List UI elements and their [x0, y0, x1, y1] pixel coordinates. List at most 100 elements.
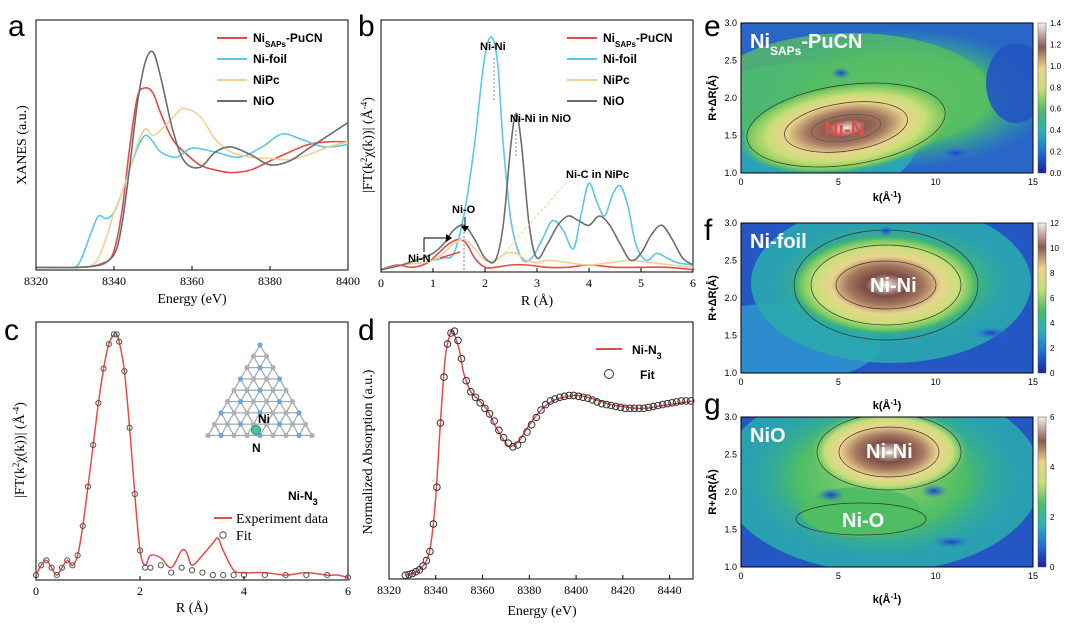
- panel-d: d 8320 8340 8360 8380 8400 8420 8440 Energy (e…: [358, 314, 695, 619]
- panel-c-fit-point: [168, 569, 175, 576]
- molecule-n-atom: [276, 398, 283, 405]
- panel-a-legend-label-ni-saps-pucn: NiSAPs-PuCN: [253, 31, 323, 49]
- annotation-ni-n-red-arrow: [439, 251, 461, 259]
- panel-c-fit-point: [209, 572, 216, 579]
- molecule-n-atom: [276, 421, 283, 427]
- panel-d-fit-point: [546, 397, 555, 405]
- panel-d-fit-point: [467, 388, 475, 396]
- panel-c-fit-point: [38, 562, 45, 569]
- panel-g: g NiO Ni-Ni Ni-O 0 5 10 15 1.0 1.5 2.0 2.5 3.0 k…: [704, 388, 1055, 607]
- panel-c-fit-point: [48, 564, 55, 571]
- molecule-c-atom: [250, 353, 257, 359]
- panel-g-title: NiO: [750, 425, 786, 447]
- panel-f-colorbar-tick-label: 12: [1050, 219, 1059, 228]
- legend-label-ni-n3: Ni-N3: [632, 343, 662, 361]
- panel-f-xtick-label: 15: [1028, 377, 1038, 387]
- panel-d-fit-point: [574, 392, 583, 401]
- molecule-c-atom: [205, 432, 211, 439]
- panel-a-legend-label-nipc: NiPc: [253, 73, 280, 87]
- panel-f-colorbar-tick-label: 0: [1050, 369, 1055, 378]
- panel-g-ticks: 0 5 10 15 1.0 1.5 2.0 2.5 3.0: [724, 412, 1038, 581]
- panel-b-legend-label-ni-saps-pucn: NiSAPs-PuCN: [603, 31, 673, 49]
- panel-c-fit-point: [220, 572, 227, 579]
- annotation-ni-ni-in-nio: Ni-Ni in NiO: [510, 113, 572, 125]
- panel-c-fit-point: [90, 441, 97, 448]
- annotation-ni-c-in-nipc: Ni-C in NiPc: [566, 169, 629, 181]
- panel-e-title: NiSAPs-PuCN: [750, 31, 862, 58]
- panel-c-lines: [32, 331, 352, 581]
- wavelet-map-f: [741, 223, 1033, 373]
- annotation-ni-n: Ni-N: [408, 253, 431, 265]
- panel-g-ytick-label: 1.5: [724, 525, 737, 535]
- panel-d-fit-point: [654, 401, 662, 410]
- molecular-structure-inset: [205, 342, 315, 439]
- panel-g-xlabel: k(Å-1): [873, 592, 902, 607]
- panel-d-fit-point: [593, 398, 601, 406]
- panel-d-fit-point: [598, 399, 606, 408]
- panel-d-fit-point: [504, 439, 513, 448]
- panel-e: e NiSAPs-PuCN Ni-N 0 5 10 15 1.0 1.5 2.0 2.5 3.0…: [704, 10, 1062, 204]
- panel-g-colorbar-tick-label: 4: [1050, 463, 1055, 472]
- molecule-n-atom: [257, 410, 263, 416]
- panel-d-xtick-label: 8420: [611, 583, 635, 597]
- panel-g-colorbar: [1037, 416, 1047, 568]
- panel-g-second-label: Ni-O: [842, 510, 884, 532]
- panel-c-xlabel: R (Å): [176, 600, 209, 616]
- panel-c-fit-point: [69, 562, 76, 569]
- panel-b-xlabel: R (Å): [521, 293, 554, 309]
- panel-d-fit-point: [419, 562, 427, 570]
- molecule-c-atom: [263, 353, 270, 359]
- panel-c-fit-point: [303, 572, 310, 579]
- panel-f-ytick-label: 2.5: [724, 256, 737, 266]
- panel-c-fit-point: [43, 557, 50, 564]
- wavelet-map-e: [741, 23, 1033, 173]
- panel-f-ytick-label: 3.0: [724, 218, 737, 228]
- panel-e-frame: [740, 22, 1034, 174]
- panel-g-ytick-label: 3.0: [724, 412, 737, 422]
- molecule-n-atom: [296, 410, 302, 416]
- panel-d-fit-point: [401, 571, 410, 580]
- molecule-n-atom: [276, 376, 283, 382]
- panel-g-colorbar-ticks: 0 2 4 6: [1050, 413, 1055, 572]
- panel-letter-d: d: [358, 314, 375, 347]
- molecule-c-atom: [231, 387, 237, 393]
- panel-d-fit-point: [447, 329, 455, 337]
- panel-c-fit-point: [58, 564, 66, 571]
- panel-c-frame: [35, 321, 349, 581]
- panel-c-fit-point: [126, 424, 133, 431]
- panel-d-fit-point: [408, 569, 417, 578]
- panel-e-colorbar: [1037, 22, 1047, 174]
- panel-e-colorbar-tick-label: 0.2: [1050, 148, 1062, 157]
- panel-f-xtick-label: 5: [836, 377, 841, 387]
- molecule-c-atom: [224, 398, 231, 405]
- molecule-ni-atom: [251, 425, 261, 435]
- panel-c-fit-point: [188, 567, 196, 574]
- panel-d-fit-point: [555, 393, 564, 402]
- panel-b-nipc-line: [380, 238, 694, 271]
- panel-f-xtick-label: 10: [931, 377, 941, 387]
- panel-g-xtick-label: 15: [1028, 571, 1038, 581]
- panel-d-fit-point: [682, 397, 690, 405]
- panel-c-xtick-label: 6: [345, 584, 351, 598]
- panel-f-xlabel: k(Å-1): [873, 398, 902, 413]
- panel-d-ylabel: Normalized Absorption (a.u.): [361, 369, 376, 534]
- panel-d-lines: [401, 327, 695, 580]
- molecule-c-atom: [224, 421, 231, 427]
- panel-e-peak-label: Ni-N: [824, 119, 865, 141]
- molecule-c-atom: [250, 398, 257, 405]
- panel-d-xtick-label: 8380: [517, 583, 541, 597]
- panel-c-ylabel: |FT(k2χ(k))| (Å-4): [11, 402, 28, 498]
- panel-d-fit-point: [457, 354, 466, 363]
- legend-label-experiment: Experiment data: [236, 512, 329, 527]
- molecule-c-atom: [283, 432, 289, 439]
- panel-c-fit-point: [344, 574, 352, 581]
- panel-e-ytick-label: 2.5: [724, 56, 737, 66]
- panel-d-xtick-label: 8440: [658, 583, 682, 597]
- panel-b-lines: [380, 36, 694, 271]
- panel-e-xtick-label: 15: [1028, 177, 1038, 187]
- panel-f-ticks: 0 5 10 15 1.0 1.5 2.0 2.5 3.0: [724, 218, 1038, 387]
- panel-f-xtick-label: 0: [738, 377, 743, 387]
- panel-e-ytick-label: 1.0: [724, 168, 737, 178]
- panel-e-colorbar-ticks: 0.0 0.2 0.4 0.6 0.8 1.0 1.2 1.4: [1050, 19, 1062, 178]
- panel-a-xtick-label: 8320: [24, 274, 48, 288]
